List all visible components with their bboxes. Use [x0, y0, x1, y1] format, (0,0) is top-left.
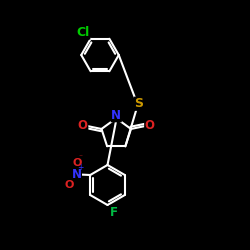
Text: O: O	[78, 120, 88, 132]
Text: N: N	[72, 168, 82, 181]
Text: S: S	[134, 97, 143, 110]
Text: O: O	[64, 180, 74, 190]
Text: F: F	[110, 206, 118, 218]
Text: Cl: Cl	[76, 26, 90, 39]
Text: ⁻: ⁻	[79, 152, 83, 162]
Text: O: O	[145, 120, 155, 132]
Text: O: O	[73, 158, 82, 168]
Text: N: N	[111, 109, 121, 122]
Text: +: +	[77, 163, 83, 172]
